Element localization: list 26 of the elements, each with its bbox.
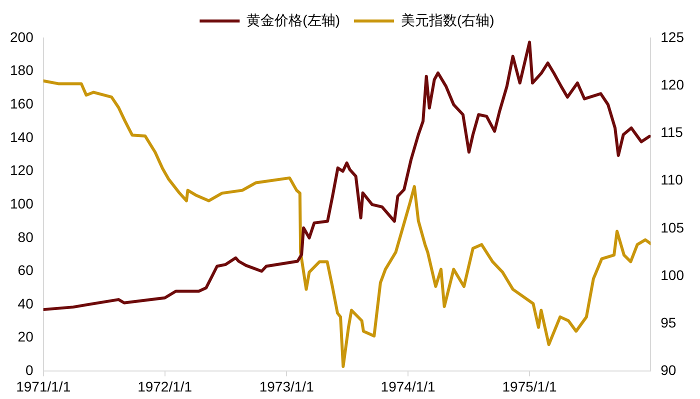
legend-label: 美元指数(右轴) [401,12,494,28]
x-tick-label: 1975/1/1 [502,378,557,394]
y-tick-label: 200 [10,28,34,45]
x-tick-label: 1971/1/1 [16,378,71,394]
x-tick-label: 1973/1/1 [259,378,314,394]
y2-tick-label: 120 [660,76,684,92]
y-tick-label: 20 [18,328,34,345]
y2-tick-label: 95 [660,314,676,330]
y-tick-label: 120 [10,162,34,178]
x-tick-label: 1974/1/1 [380,378,436,394]
legend-label: 黄金价格(左轴) [246,12,340,28]
y2-tick-label: 100 [660,266,684,283]
x-tick-label: 1972/1/1 [138,378,192,394]
y-tick-label: 80 [18,228,34,245]
y2-tick-label: 125 [660,28,684,45]
y2-tick-label: 105 [660,219,684,236]
y2-tick-label: 90 [660,362,676,378]
y-tick-label: 140 [10,128,34,145]
y-tick-label: 160 [10,96,34,112]
y-tick-label: 60 [18,262,34,278]
y2-tick-label: 110 [660,172,684,188]
y-tick-label: 180 [10,62,34,78]
y-tick-label: 40 [18,295,34,312]
y-tick-label: 0 [26,362,34,378]
y2-tick-label: 115 [660,124,684,140]
y-tick-label: 100 [10,195,34,212]
